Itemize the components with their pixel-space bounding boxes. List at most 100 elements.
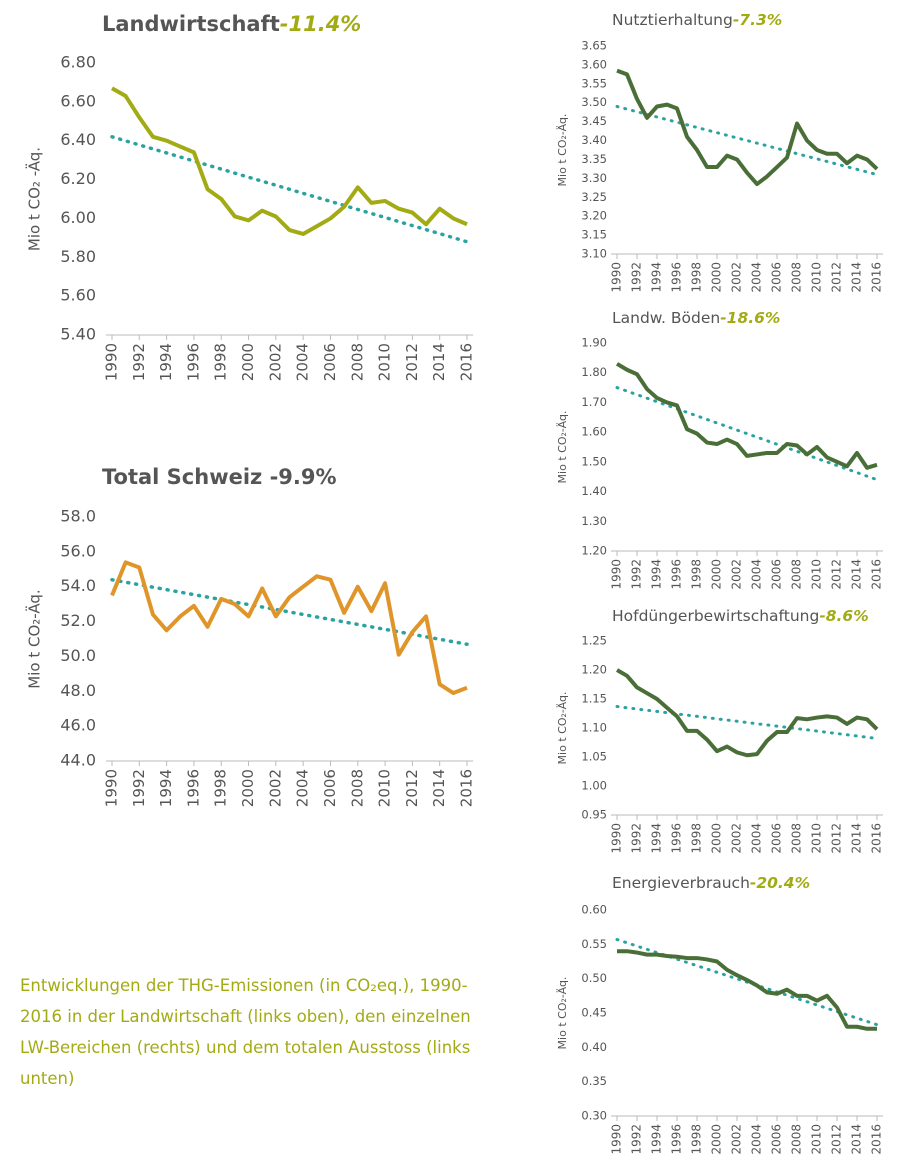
y-axis-label: Mio t CO₂-Äq.	[556, 977, 569, 1050]
x-tick-label: 1994	[650, 1124, 664, 1155]
title-text: Nutztierhaltung	[612, 11, 733, 29]
x-tick-label: 1998	[212, 769, 230, 807]
x-tick-label: 2004	[750, 823, 764, 854]
x-tick-label: 2006	[770, 823, 784, 854]
x-tick-label: 1996	[184, 343, 202, 381]
y-tick-label: 0.35	[581, 1074, 607, 1088]
y-tick-label: 3.20	[581, 209, 607, 223]
y-tick-label: 6.20	[60, 169, 96, 188]
x-tick-label: 2014	[430, 343, 448, 381]
x-tick-label: 2010	[810, 823, 824, 854]
y-tick-label: 1.10	[581, 721, 607, 735]
x-tick-label: 1992	[630, 1124, 644, 1155]
data-line	[615, 668, 879, 758]
y-tick-label: 6.60	[60, 91, 96, 110]
title-change: -20.4%	[750, 874, 810, 892]
x-tick-label: 2004	[750, 262, 764, 293]
y-axis-label: Mio t CO₂-Äq.	[556, 692, 569, 765]
y-tick-label: 1.20	[581, 544, 607, 558]
trend-line	[615, 105, 879, 177]
x-tick-label: 2004	[750, 1124, 764, 1155]
trend-line	[110, 135, 469, 244]
y-tick-label: 48.0	[60, 681, 96, 700]
x-tick-label: 2002	[730, 1124, 744, 1155]
x-tick-label: 2012	[403, 769, 421, 807]
y-tick-label: 0.55	[581, 937, 607, 951]
y-tick-label: 58.0	[60, 507, 96, 526]
x-tick-label: 1996	[670, 262, 684, 293]
y-tick-label: 3.35	[581, 152, 607, 166]
x-tick-label: 1998	[690, 559, 704, 590]
x-tick-label: 1996	[670, 1124, 684, 1155]
x-tick-label: 2000	[710, 559, 724, 590]
x-tick-label: 2016	[870, 262, 884, 293]
y-tick-label: 0.45	[581, 1006, 607, 1020]
title-change: -18.6%	[720, 309, 780, 327]
chart-title: Hofdüngerbewirtschaftung-8.6%	[612, 607, 869, 625]
x-tick-label: 2010	[810, 262, 824, 293]
x-tick-label: 2012	[403, 343, 421, 381]
y-tick-label: 44.0	[60, 751, 96, 770]
trend-line	[615, 386, 879, 482]
x-tick-label: 1992	[630, 262, 644, 293]
x-tick-label: 2008	[348, 343, 366, 381]
x-tick-label: 2000	[239, 343, 257, 381]
x-tick-label: 2012	[830, 559, 844, 590]
data-line	[110, 560, 468, 696]
x-tick-label: 1994	[650, 262, 664, 293]
x-tick-label: 2012	[830, 262, 844, 293]
y-tick-label: 5.40	[60, 325, 96, 344]
x-tick-label: 2010	[376, 769, 394, 807]
x-tick-label: 1998	[690, 262, 704, 293]
x-tick-label: 2016	[458, 343, 476, 381]
title-text: Hofdüngerbewirtschaftung	[612, 607, 819, 625]
x-tick-label: 2010	[810, 1124, 824, 1155]
title-text: Landwirtschaft	[102, 12, 280, 36]
x-tick-label: 2008	[790, 559, 804, 590]
x-tick-label: 2008	[790, 262, 804, 293]
x-tick-label: 2010	[376, 343, 394, 381]
x-tick-label: 2002	[730, 823, 744, 854]
title-text: Energieverbrauch	[612, 874, 750, 892]
x-tick-label: 2012	[830, 823, 844, 854]
y-tick-label: 1.00	[581, 779, 607, 793]
x-tick-label: 2004	[750, 559, 764, 590]
y-tick-label: 0.95	[581, 808, 607, 822]
y-tick-label: 5.60	[60, 286, 96, 305]
y-tick-label: 0.40	[581, 1040, 607, 1054]
x-tick-label: 2014	[850, 262, 864, 293]
y-tick-label: 0.30	[581, 1109, 607, 1123]
title-change: -8.6%	[819, 607, 868, 625]
x-tick-label: 2002	[730, 262, 744, 293]
x-tick-label: 2000	[710, 262, 724, 293]
x-tick-label: 1994	[157, 343, 175, 381]
y-tick-label: 3.25	[581, 190, 607, 204]
x-tick-label: 2006	[770, 559, 784, 590]
x-tick-label: 1996	[184, 769, 202, 807]
x-tick-label: 2016	[458, 769, 476, 807]
x-tick-label: 2008	[348, 769, 366, 807]
x-tick-label: 1998	[212, 343, 230, 381]
y-tick-label: 1.30	[581, 514, 607, 528]
y-axis-label: Mio t CO₂-Äq.	[556, 114, 569, 187]
x-tick-label: 2016	[870, 559, 884, 590]
x-tick-label: 2002	[266, 343, 284, 381]
x-tick-label: 1992	[130, 343, 148, 381]
x-tick-label: 1990	[610, 262, 624, 293]
title-text: Total Schweiz -9.9%	[102, 465, 337, 489]
y-tick-label: 6.40	[60, 130, 96, 149]
y-tick-label: 3.40	[581, 133, 607, 147]
x-tick-label: 2012	[830, 1124, 844, 1155]
x-tick-label: 1990	[103, 769, 121, 807]
trend-line	[110, 577, 469, 646]
x-tick-label: 2014	[850, 559, 864, 590]
x-tick-label: 2006	[770, 262, 784, 293]
y-tick-label: 1.70	[581, 395, 607, 409]
x-tick-label: 1994	[650, 823, 664, 854]
x-tick-label: 2008	[790, 1124, 804, 1155]
y-tick-label: 0.60	[581, 903, 607, 917]
x-tick-label: 2000	[239, 769, 257, 807]
y-tick-label: 1.20	[581, 663, 607, 677]
y-tick-label: 3.15	[581, 228, 607, 242]
